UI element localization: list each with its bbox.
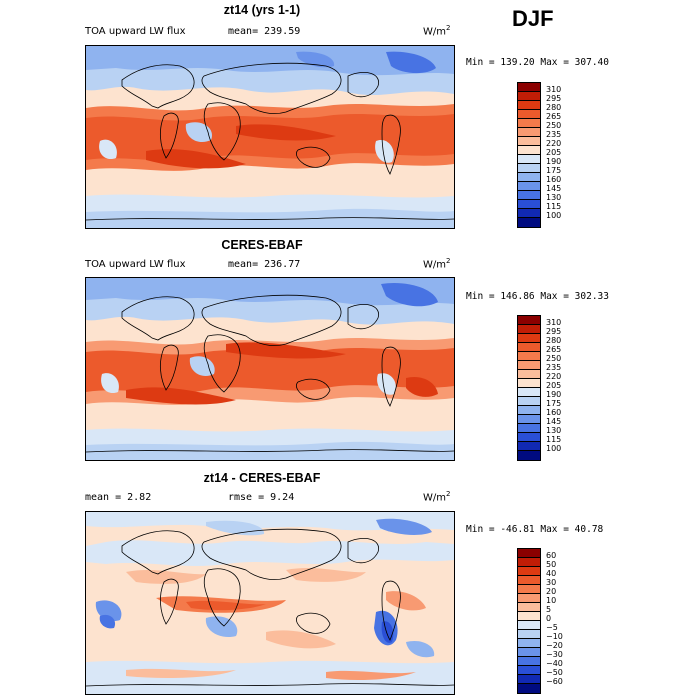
- panel-2-variable-label: TOA upward LW flux: [85, 259, 186, 270]
- panel-3-minmax: Min = -46.81 Max = 40.78: [466, 524, 604, 535]
- colorbar-tick: 295: [546, 327, 562, 336]
- panel-1-variable-label: TOA upward LW flux: [85, 26, 186, 37]
- colorbar-tick: 220: [546, 139, 562, 148]
- panel-3-units: W/m2: [423, 490, 451, 504]
- colorbar-tick: 160: [546, 408, 562, 417]
- colorbar-tick: −20: [546, 641, 563, 650]
- colorbar-tick: 190: [546, 157, 562, 166]
- colorbar-tick: 265: [546, 112, 562, 121]
- colorbar-tick: 160: [546, 175, 562, 184]
- colorbar-tick: −50: [546, 668, 563, 677]
- panel-2-mean: mean= 236.77: [228, 259, 301, 270]
- colorbar-tick: 310: [546, 318, 562, 327]
- colorbar-tick: 250: [546, 121, 562, 130]
- colorbar-tick: 30: [546, 578, 557, 587]
- panel-3-mean: mean = 2.82: [85, 492, 152, 503]
- colorbar-tick: 115: [546, 202, 562, 211]
- colorbar-tick: −40: [546, 659, 563, 668]
- colorbar-tick: 20: [546, 587, 557, 596]
- colorbar-tick: 175: [546, 166, 562, 175]
- colorbar-tick: 115: [546, 435, 562, 444]
- colorbar-tick: 205: [546, 148, 562, 157]
- colorbar-tick: 295: [546, 94, 562, 103]
- colorbar-tick: 60: [546, 551, 557, 560]
- colorbar-tick: 310: [546, 85, 562, 94]
- colorbar-tick: 205: [546, 381, 562, 390]
- panel-1-title: zt14 (yrs 1-1): [223, 3, 301, 17]
- panel-1-units: W/m2: [423, 24, 451, 38]
- panel-3-map: [85, 511, 455, 695]
- colorbar-tick: 145: [546, 417, 562, 426]
- colorbar-tick: 130: [546, 426, 562, 435]
- panel-1-colorbar-swatches: [517, 82, 541, 228]
- colorbar-tick: −10: [546, 632, 563, 641]
- colorbar-tick: 280: [546, 103, 562, 112]
- colorbar-tick: 280: [546, 336, 562, 345]
- colorbar-tick: 50: [546, 560, 557, 569]
- panel-2-colorbar-swatches: [517, 315, 541, 461]
- panel-1-map: [85, 45, 455, 229]
- panel-2-units: W/m2: [423, 257, 451, 271]
- colorbar-tick: 235: [546, 363, 562, 372]
- colorbar-tick: 250: [546, 354, 562, 363]
- colorbar-tick: 10: [546, 596, 557, 605]
- colorbar-tick: 190: [546, 390, 562, 399]
- colorbar-tick: 40: [546, 569, 557, 578]
- panel-1-minmax: Min = 139.20 Max = 307.40: [466, 57, 609, 68]
- colorbar-tick: 235: [546, 130, 562, 139]
- colorbar-tick: 100: [546, 444, 562, 453]
- panel-3-title: zt14 - CERES-EBAF: [203, 471, 321, 485]
- panel-2-title: CERES-EBAF: [221, 238, 303, 252]
- colorbar-tick: 220: [546, 372, 562, 381]
- colorbar-tick: −5: [546, 623, 558, 632]
- colorbar-tick: 175: [546, 399, 562, 408]
- colorbar-tick: 265: [546, 345, 562, 354]
- colorbar-tick: 100: [546, 211, 562, 220]
- panel-2-map: [85, 277, 455, 461]
- panel-2-minmax: Min = 146.86 Max = 302.33: [466, 291, 609, 302]
- colorbar-tick: 0: [546, 614, 552, 623]
- panel-3-colorbar-swatches: [517, 548, 541, 694]
- panel-1-mean: mean= 239.59: [228, 26, 301, 37]
- colorbar-tick: −30: [546, 650, 563, 659]
- season-label: DJF: [512, 6, 554, 31]
- panel-3-rmse: rmse = 9.24: [228, 492, 295, 503]
- colorbar-tick: −60: [546, 677, 563, 686]
- colorbar-tick: 130: [546, 193, 562, 202]
- colorbar-tick: 145: [546, 184, 562, 193]
- colorbar-tick: 5: [546, 605, 552, 614]
